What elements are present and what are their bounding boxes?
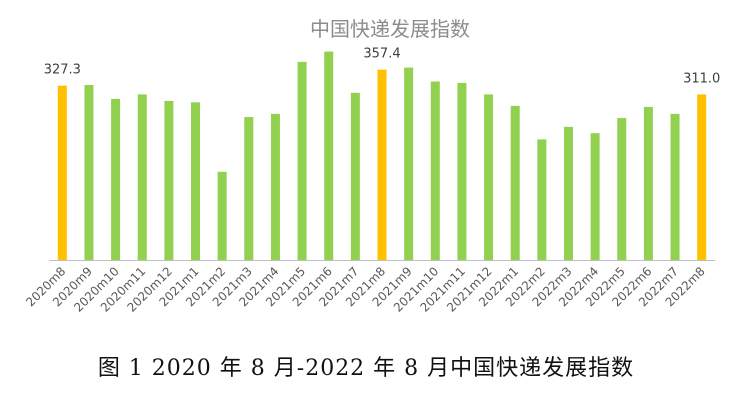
data-label-2020m8: 327.3 xyxy=(44,63,81,78)
bar-2021m10 xyxy=(430,81,440,260)
bar-2020m8 xyxy=(57,85,67,261)
bar-2020m9 xyxy=(84,85,94,261)
bar-2022m4 xyxy=(590,133,600,260)
bar-2021m3 xyxy=(244,117,254,261)
bar-2022m7 xyxy=(670,113,680,260)
bar-2021m5 xyxy=(297,61,307,260)
bar-2021m6 xyxy=(324,51,334,260)
data-label-2022m8: 311.0 xyxy=(683,71,720,86)
data-label-2021m8: 357.4 xyxy=(363,47,400,62)
data-labels-group: 327.3 357.4 311.0 xyxy=(44,47,721,87)
bar-2021m4 xyxy=(270,113,280,260)
bar-2021m8 xyxy=(377,69,387,261)
chart-title: 中国快递发展指数 xyxy=(310,17,470,41)
bar-2022m6 xyxy=(643,106,653,260)
bar-2022m1 xyxy=(510,105,520,260)
bar-2022m5 xyxy=(617,118,627,260)
bar-2021m12 xyxy=(484,94,494,260)
bar-2022m8 xyxy=(697,94,707,260)
bar-2021m9 xyxy=(404,67,414,260)
bars-group xyxy=(57,51,707,261)
bar-2021m11 xyxy=(457,82,467,260)
bar-2021m7 xyxy=(350,92,360,260)
bar-2021m2 xyxy=(217,171,227,260)
bar-2022m2 xyxy=(537,139,547,260)
bar-2020m12 xyxy=(164,100,174,260)
tick-labels-group: 2020m82020m92020m102020m112020m122021m12… xyxy=(23,264,708,315)
figure-caption: 图 1 2020 年 8 月-2022 年 8 月中国快递发展指数 xyxy=(97,356,635,381)
bar-2022m3 xyxy=(563,126,573,261)
bar-2020m10 xyxy=(111,98,121,260)
bar-2021m1 xyxy=(191,102,201,260)
bar-chart: 中国快递发展指数 2020m82020m92020m102020m112020m… xyxy=(23,17,721,315)
bar-2020m11 xyxy=(137,94,147,260)
